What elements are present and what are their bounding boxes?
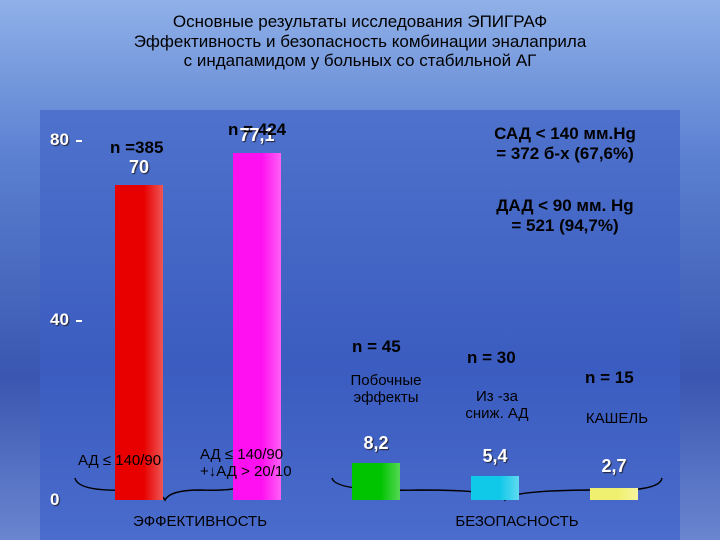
annotation: САД < 140 мм.Hg = 372 б-х (67,6%)	[494, 124, 636, 163]
value-label: 2,7	[601, 456, 627, 476]
brace	[74, 477, 253, 502]
value-label: 70	[128, 157, 150, 177]
tick-mark	[76, 140, 82, 142]
bar	[590, 487, 638, 500]
value-label: 8,2	[363, 433, 389, 453]
group-label: ЭФФЕКТИВНОСТЬ	[132, 513, 268, 530]
y-tick-label: 0	[50, 490, 60, 509]
x-tick-label: АД ≤ 140/90 +↓АД > 20/10	[200, 446, 292, 481]
tick-mark	[76, 320, 82, 322]
x-tick-label: КАШЕЛЬ	[585, 410, 649, 427]
value-label: 77,1	[239, 125, 275, 145]
value-label: 5,4	[482, 446, 508, 466]
y-tick-label: 40	[50, 310, 69, 329]
y-tick-label: 80	[50, 130, 69, 149]
bar	[115, 185, 163, 500]
x-tick-label: Из -за сниж. АД	[465, 388, 529, 423]
bar	[352, 463, 400, 500]
x-tick-label: АД ≤ 140/90	[78, 452, 162, 469]
sample-size: n = 15	[585, 368, 634, 387]
x-tick-label: Побочные эффекты	[350, 372, 422, 407]
group-label: БЕЗОПАСНОСТЬ	[455, 513, 579, 530]
annotation: ДАД < 90 мм. Hg = 521 (94,7%)	[496, 196, 634, 235]
sample-size: n = 30	[467, 348, 516, 367]
sample-size: n = 45	[352, 337, 401, 356]
chart-title: Основные результаты исследования ЭПИГРАФ…	[133, 12, 587, 71]
bar	[471, 475, 519, 500]
sample-size: n = 424	[228, 120, 287, 139]
sample-size: n =385	[110, 138, 164, 157]
bar	[233, 153, 281, 500]
